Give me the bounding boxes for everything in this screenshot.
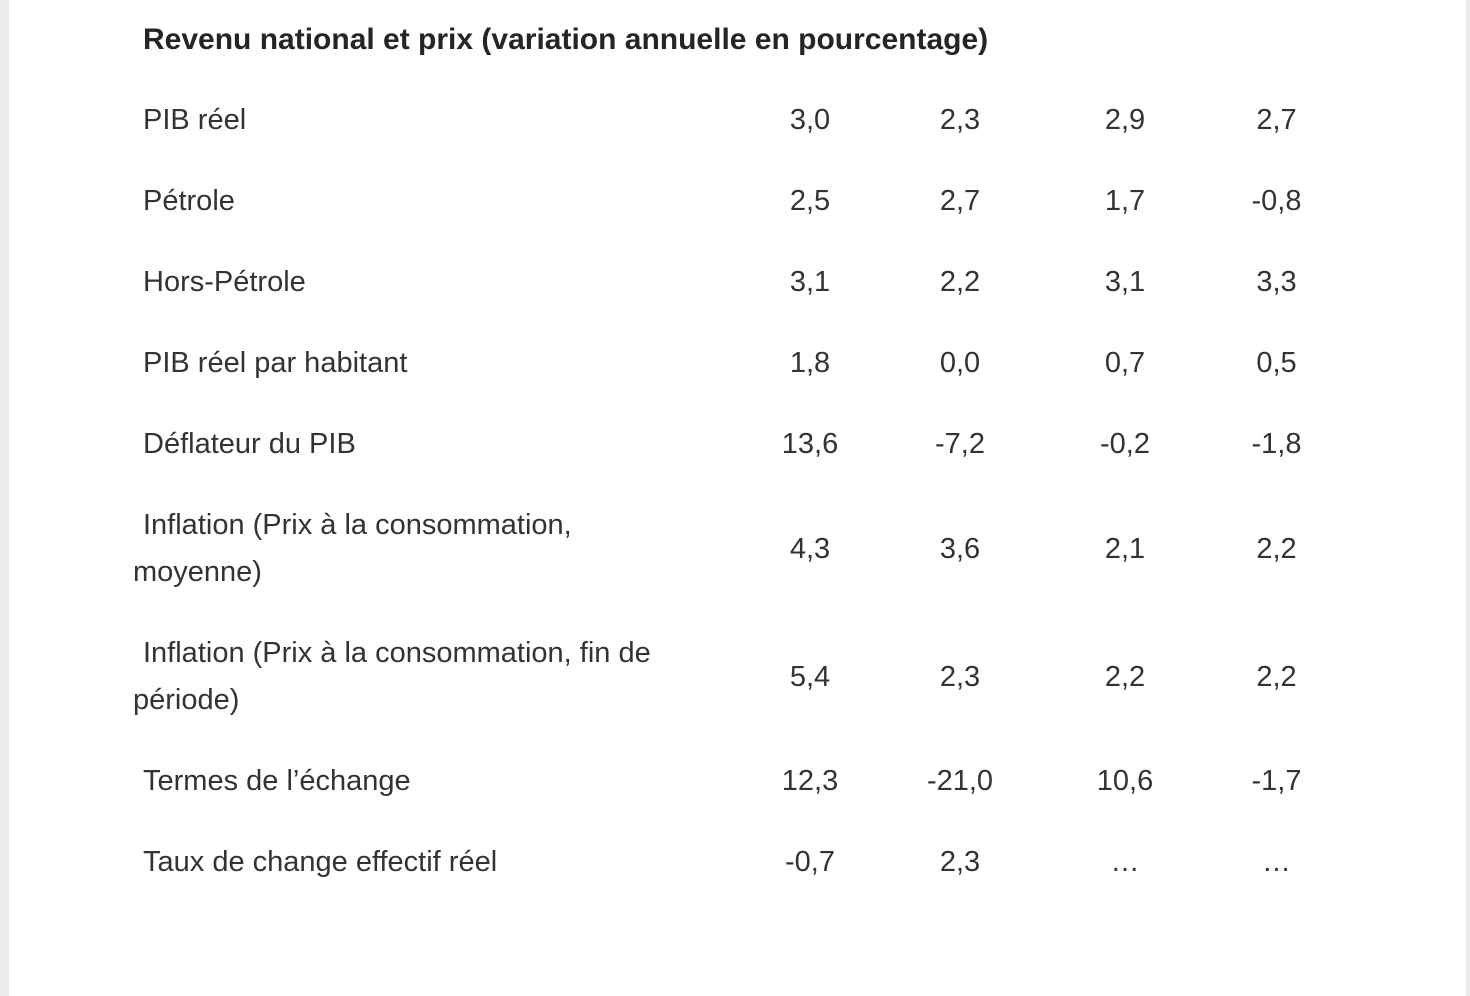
row-value: 0,0 <box>939 347 981 379</box>
row-label: Hors-Pétrole <box>143 266 306 298</box>
row-label: Termes de l’échange <box>143 765 411 797</box>
row-value: … <box>1262 846 1291 878</box>
table-row: Déflateur du PIB 13,6 -7,2 -0,2 -1,8 <box>133 404 1343 485</box>
row-label: Inflation (Prix à la consommation, moyen… <box>133 509 572 588</box>
row-value: 2,7 <box>939 185 981 217</box>
table-row: PIB réel 3,0 2,3 2,9 2,7 <box>133 80 1343 161</box>
row-value: 2,2 <box>1104 660 1146 693</box>
row-value: 0,5 <box>1256 347 1297 379</box>
row-value: 3,6 <box>939 532 981 565</box>
row-value: 12,3 <box>781 765 839 797</box>
row-value: 3,1 <box>1104 266 1146 298</box>
row-value: 2,7 <box>1256 104 1297 136</box>
row-value: -0,2 <box>1100 428 1150 460</box>
row-value: 2,2 <box>1256 660 1297 693</box>
table-row: Taux de change effectif réel -0,7 2,3 … … <box>133 822 1343 903</box>
row-value: -0,7 <box>785 846 835 878</box>
row-value: 2,1 <box>1104 532 1146 565</box>
row-value: 13,6 <box>781 428 839 460</box>
row-value: -1,8 <box>1251 428 1302 460</box>
page-content: Revenu national et prix (variation annue… <box>133 23 1343 903</box>
table-row: Pétrole 2,5 2,7 1,7 -0,8 <box>133 161 1343 242</box>
row-value: 4,3 <box>789 532 831 565</box>
page-title: Revenu national et prix (variation annue… <box>143 23 989 56</box>
row-value: 5,4 <box>789 660 831 693</box>
row-value: 2,2 <box>939 266 981 298</box>
row-value: 2,2 <box>1256 532 1297 565</box>
row-value: -21,0 <box>926 765 994 797</box>
row-value: 0,7 <box>1104 347 1146 379</box>
row-value: 2,3 <box>939 660 981 693</box>
row-label: Déflateur du PIB <box>143 428 356 460</box>
table-row: Inflation (Prix à la consommation, fin d… <box>133 613 1343 741</box>
row-label: Pétrole <box>143 185 235 217</box>
row-value: 2,5 <box>789 185 831 217</box>
row-value: 2,3 <box>939 846 981 878</box>
row-label: PIB réel <box>143 104 247 136</box>
left-page-gutter <box>0 0 9 996</box>
right-page-gutter <box>1466 0 1470 996</box>
row-label: Inflation (Prix à la consommation, fin d… <box>133 637 651 716</box>
row-value: -7,2 <box>935 428 985 460</box>
row-value: 2,3 <box>939 104 981 136</box>
row-label: Taux de change effectif réel <box>143 846 498 878</box>
row-value: 3,3 <box>1256 266 1297 298</box>
national-income-table: PIB réel 3,0 2,3 2,9 2,7 Pétrole 2,5 2,7… <box>133 80 1343 903</box>
row-value: -1,7 <box>1251 765 1302 797</box>
row-value: 3,1 <box>789 266 831 298</box>
row-label: PIB réel par habitant <box>143 347 408 379</box>
table-row: PIB réel par habitant 1,8 0,0 0,7 0,5 <box>133 323 1343 404</box>
row-value: … <box>1110 846 1140 878</box>
table-row: Hors-Pétrole 3,1 2,2 3,1 3,3 <box>133 242 1343 323</box>
row-value: -0,8 <box>1251 185 1302 217</box>
row-value: 1,7 <box>1104 185 1146 217</box>
table-row: Termes de l’échange 12,3 -21,0 10,6 -1,7 <box>133 741 1343 822</box>
table-row: Inflation (Prix à la consommation, moyen… <box>133 485 1343 613</box>
row-value: 3,0 <box>789 104 831 136</box>
row-value: 10,6 <box>1096 765 1154 797</box>
row-value: 2,9 <box>1104 104 1146 136</box>
row-value: 1,8 <box>789 347 831 379</box>
